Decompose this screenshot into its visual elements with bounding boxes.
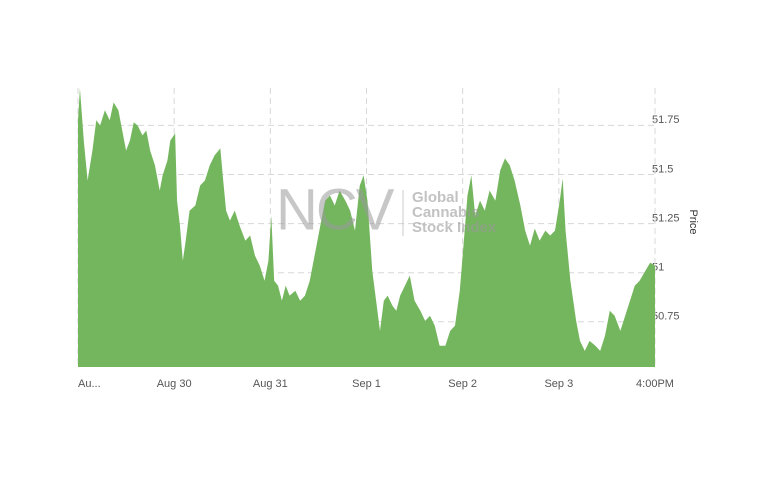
y-tick-label: 50.75 <box>652 311 680 323</box>
watermark-logo: NCV <box>276 177 395 242</box>
x-tick-label: Sep 2 <box>448 378 477 390</box>
x-tick-label: Au... <box>78 378 101 390</box>
x-tick-label: 4:00PM <box>636 378 674 390</box>
y-tick-label: 51.75 <box>652 114 680 126</box>
x-tick-label: Sep 3 <box>544 378 573 390</box>
y-tick-label: 51.5 <box>652 163 673 175</box>
y-axis-label: Price <box>687 209 699 234</box>
watermark-text: Cannabis <box>412 204 480 221</box>
y-tick-label: 51.25 <box>652 212 680 224</box>
x-tick-label: Aug 31 <box>253 378 288 390</box>
x-tick-label: Sep 1 <box>352 378 381 390</box>
x-tick-label: Aug 30 <box>157 378 192 390</box>
watermark-text: Stock Index <box>412 219 497 236</box>
watermark-text: Global <box>412 189 459 206</box>
price-area <box>78 88 655 368</box>
